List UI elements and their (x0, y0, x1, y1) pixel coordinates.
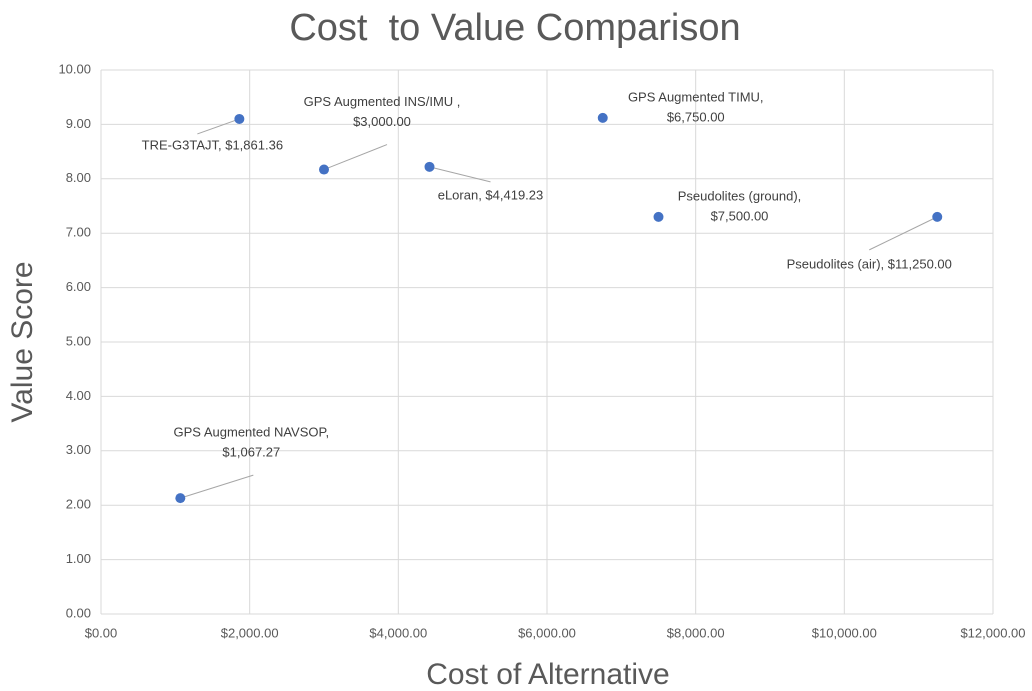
leader-line (323, 144, 388, 171)
y-tick-label: 9.00 (66, 116, 91, 131)
data-label: $6,750.00 (667, 109, 725, 124)
data-label: eLoran, $4,419.23 (438, 187, 544, 202)
leader-line (197, 118, 240, 135)
point (653, 211, 664, 222)
point (175, 493, 186, 504)
y-tick-label: 5.00 (66, 333, 91, 348)
point (234, 113, 245, 124)
chart-title: Cost to Value Comparison (289, 7, 740, 49)
x-tick-label: $6,000.00 (518, 625, 576, 640)
y-tick-label: 1.00 (66, 551, 91, 566)
point (319, 164, 329, 175)
x-tick-label: $2,000.00 (221, 625, 279, 640)
x-tick-label: $0.00 (85, 625, 118, 640)
data-label: TRE-G3TAJT, $1,861.36 (142, 137, 283, 152)
point (932, 211, 943, 222)
data-label: $1,067.27 (222, 445, 280, 460)
x-tick-label: $8,000.00 (667, 625, 725, 640)
data-label: GPS Augmented TIMU, (628, 89, 764, 104)
x-axis-title: Cost of Alternative (426, 658, 669, 691)
x-tick-label: $12,000.00 (960, 625, 1025, 640)
data-label: GPS Augmented NAVSOP, (174, 425, 330, 440)
y-tick-label: 7.00 (66, 225, 91, 240)
x-tick-label: $10,000.00 (812, 625, 877, 640)
data-label: $7,500.00 (711, 208, 769, 223)
leader-line (869, 216, 938, 251)
y-axis-title: Value Score (6, 261, 39, 422)
leader-line (180, 474, 254, 499)
point (424, 161, 435, 172)
data-label: $3,000.00 (353, 114, 411, 129)
y-tick-label: 10.00 (58, 61, 91, 76)
leader-line (429, 166, 491, 183)
point (597, 112, 608, 123)
data-label: Pseudolites (air), $11,250.00 (787, 256, 952, 271)
y-tick-label: 4.00 (66, 388, 91, 403)
data-label: Pseudolites (ground), (678, 188, 802, 203)
y-tick-label: 2.00 (66, 497, 91, 512)
y-tick-label: 6.00 (66, 279, 91, 294)
y-tick-label: 3.00 (66, 442, 91, 457)
x-tick-label: $4,000.00 (369, 625, 427, 640)
y-tick-label: 8.00 (66, 170, 91, 185)
data-label: GPS Augmented INS/IMU , (304, 94, 461, 109)
y-tick-label: 0.00 (66, 605, 91, 620)
